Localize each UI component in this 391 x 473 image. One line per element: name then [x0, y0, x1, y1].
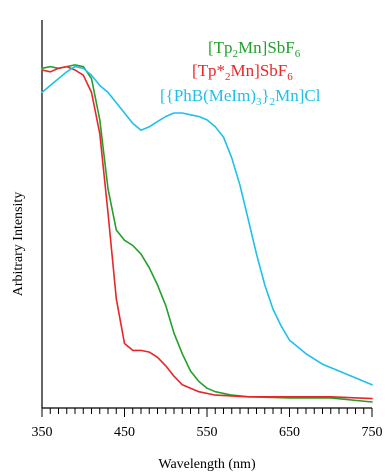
- series-lines: [41, 64, 373, 403]
- x-tick-labels: 350 450 550 650 750: [32, 425, 383, 440]
- legend-entry-1: [Tp2Mn]SbF6: [208, 38, 301, 60]
- series-line-3: [41, 65, 373, 386]
- legend-entry-2: [Tp*2Mn]SbF6: [192, 61, 293, 83]
- series-line-2: [41, 65, 373, 400]
- x-tick-label: 450: [114, 425, 135, 440]
- x-tick-label: 750: [362, 425, 383, 440]
- x-axis-title: Wavelength (nm): [158, 457, 256, 472]
- x-ticks: [41, 408, 373, 417]
- y-axis-title: Arbitrary Intensity: [11, 192, 26, 297]
- x-tick-label: 650: [279, 425, 300, 440]
- legend-entry-3: [{PhB(MeIm)3}2Mn]Cl: [160, 86, 321, 108]
- plot-area: 350 450 550 650 750: [32, 20, 383, 440]
- legend: [Tp2Mn]SbF6[Tp*2Mn]SbF6 [{PhB(MeIm)3}2Mn]…: [160, 38, 321, 108]
- series-line-1: [41, 64, 373, 403]
- x-tick-label: 550: [197, 425, 218, 440]
- x-tick-label: 350: [32, 425, 53, 440]
